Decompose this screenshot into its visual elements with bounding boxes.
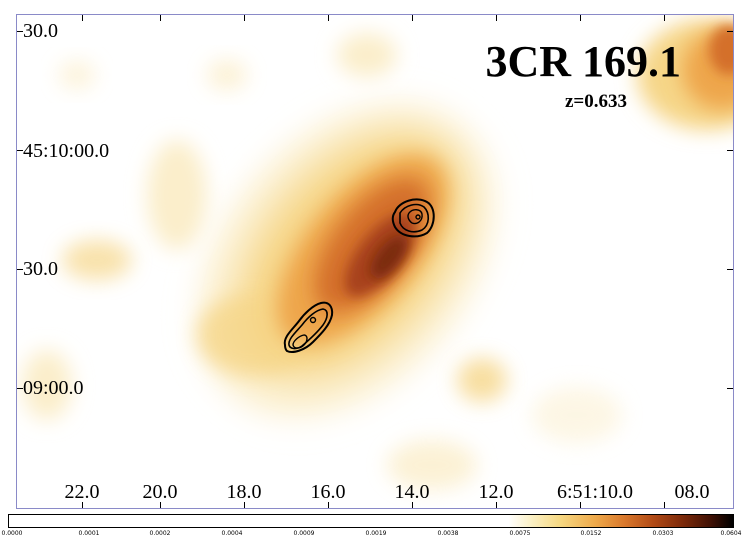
x-tick-mark [82, 502, 83, 508]
colorbar [8, 514, 734, 528]
colorbar-tick-label: 0.0038 [437, 530, 459, 537]
x-tick-mark [496, 502, 497, 508]
y-tick-label: 30.0 [23, 20, 58, 42]
colorbar-tick-label: 0.0303 [652, 530, 674, 537]
x-tick-mark [160, 15, 161, 21]
x-tick-mark [244, 502, 245, 508]
xray-intensity-map [22, 20, 733, 490]
x-tick-mark [244, 15, 245, 21]
y-tick-label: 30.0 [23, 258, 58, 280]
colorbar-tick-label: 0.0004 [221, 530, 243, 537]
x-tick-mark [580, 15, 581, 21]
colorbar-tick-label: 0.0001 [78, 530, 100, 537]
x-tick-mark [160, 502, 161, 508]
colorbar-tick-label: 0.0019 [365, 530, 387, 537]
redshift-label: z=0.633 [564, 91, 627, 112]
x-tick-label: 12.0 [478, 481, 514, 503]
y-tick-label: 45:10:00.0 [23, 140, 110, 162]
x-tick-label: 16.0 [310, 481, 346, 503]
x-tick-mark [664, 15, 665, 21]
x-tick-mark [412, 15, 413, 21]
image-frame: 30.0 45:10:00.0 30.0 09:00.0 22.0 20.0 1… [16, 14, 734, 509]
x-tick-mark [412, 502, 413, 508]
colorbar-tick-label: 0.0000 [1, 530, 23, 537]
y-tick-mark [17, 269, 23, 270]
x-tick-mark [496, 15, 497, 21]
colorbar-tick-label: 0.0075 [509, 530, 531, 537]
x-tick-label: 22.0 [64, 481, 100, 503]
x-tick-label: 6:51:10.0 [556, 481, 634, 503]
y-tick-mark [727, 150, 733, 151]
y-tick-mark [727, 31, 733, 32]
y-tick-mark [17, 150, 23, 151]
colorbar-tick-label: 0.0009 [293, 530, 315, 537]
x-tick-mark [82, 15, 83, 21]
x-tick-label: 20.0 [142, 481, 178, 503]
x-tick-mark [328, 502, 329, 508]
colorbar-tick-label: 0.0152 [580, 530, 602, 537]
x-tick-label: 18.0 [226, 481, 262, 503]
x-tick-mark [328, 15, 329, 21]
radio-contours [283, 198, 435, 353]
y-tick-mark [17, 388, 23, 389]
y-tick-mark [17, 31, 23, 32]
x-tick-label: 08.0 [674, 481, 710, 503]
x-tick-mark [664, 502, 665, 508]
y-tick-label: 09:00.0 [23, 377, 84, 399]
source-title: 3CR 169.1 [485, 37, 681, 86]
y-tick-mark [727, 269, 733, 270]
x-tick-mark [580, 502, 581, 508]
y-tick-mark [727, 388, 733, 389]
x-tick-label: 14.0 [394, 481, 430, 503]
colorbar-tick-label: 0.0002 [149, 530, 171, 537]
colorbar-tick-label: 0.0604 [720, 530, 742, 537]
